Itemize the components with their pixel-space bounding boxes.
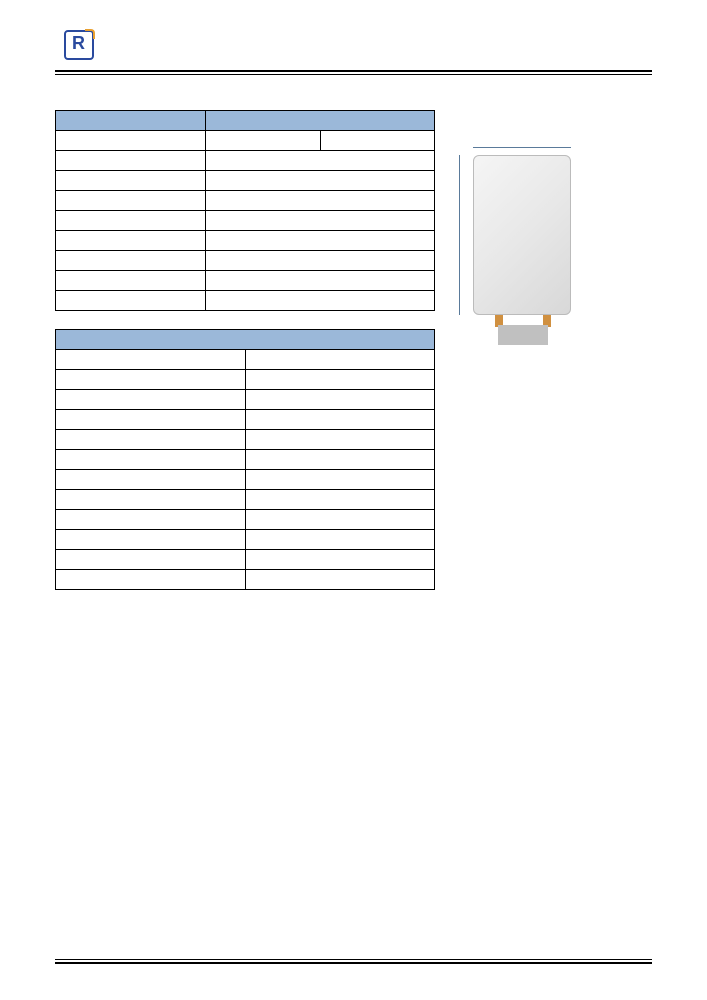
table-row-value — [245, 390, 435, 410]
specs-table-electrical — [55, 110, 435, 311]
page-header — [55, 30, 652, 62]
table-row-value — [206, 191, 435, 211]
table-row-label — [56, 470, 246, 490]
table-row-value — [206, 251, 435, 271]
table-row-value — [245, 410, 435, 430]
table-row-value — [245, 430, 435, 450]
page-footer — [55, 959, 652, 970]
table2-header — [56, 330, 435, 350]
table-row-value — [206, 231, 435, 251]
table-row-value — [245, 550, 435, 570]
polar-svg — [114, 640, 294, 820]
table-row-label — [56, 430, 246, 450]
table-row-label — [56, 211, 206, 231]
table-row-value — [206, 171, 435, 191]
footer-rule-thin — [55, 959, 652, 960]
table-row-label — [56, 530, 246, 550]
table-row-label — [56, 251, 206, 271]
table-row-label — [56, 550, 246, 570]
table-row-value — [245, 470, 435, 490]
table-row-label — [56, 350, 246, 370]
table-row-label — [56, 231, 206, 251]
footer-rule-thick — [55, 962, 652, 964]
table-row-label — [56, 390, 246, 410]
header-rule-thin — [55, 74, 652, 75]
antenna-body — [473, 155, 571, 315]
table-row-value — [245, 370, 435, 390]
table-row-label — [56, 191, 206, 211]
table-row-label — [56, 490, 246, 510]
polar-chart-horizontal — [398, 628, 608, 823]
table-row-label — [56, 450, 246, 470]
table-row-value — [245, 530, 435, 550]
polar-svg — [413, 640, 593, 820]
table-row-label — [56, 510, 246, 530]
antenna-base — [498, 325, 548, 345]
product-image — [450, 150, 595, 345]
table-row-value — [245, 570, 435, 590]
logo-icon — [64, 30, 94, 60]
table1-header-label — [56, 111, 206, 131]
table-row-value — [245, 490, 435, 510]
table1-header-value — [206, 111, 435, 131]
table-row-label — [56, 151, 206, 171]
table-row-value — [320, 131, 435, 151]
table-row-value — [206, 211, 435, 231]
table-row-value — [206, 271, 435, 291]
table-row-value — [245, 510, 435, 530]
table-row-label — [56, 291, 206, 311]
table-row-value — [206, 291, 435, 311]
table-row-label — [56, 370, 246, 390]
logo — [55, 30, 103, 62]
header-rule-thick — [55, 70, 652, 72]
polar-chart-vertical — [99, 628, 309, 823]
table-row-label — [56, 131, 206, 151]
table-row-label — [56, 271, 206, 291]
table-row-label — [56, 171, 206, 191]
table-row-label — [56, 410, 246, 430]
table-row-value — [245, 450, 435, 470]
table-row-value — [245, 350, 435, 370]
specs-table-mechanical — [55, 329, 435, 590]
table-row-value — [206, 131, 321, 151]
table-row-label — [56, 570, 246, 590]
table-row-value — [206, 151, 435, 171]
